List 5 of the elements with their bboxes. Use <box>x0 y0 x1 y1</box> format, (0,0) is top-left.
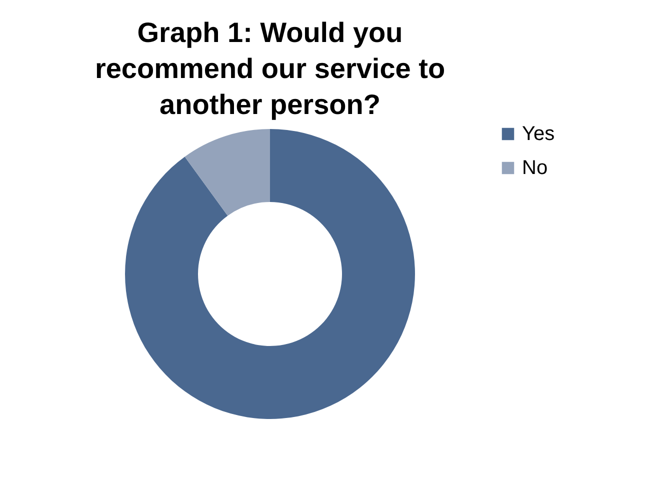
donut-slice <box>125 129 415 419</box>
donut-slice <box>184 129 270 216</box>
legend-label: Yes <box>522 123 555 145</box>
chart-title: Graph 1: Would you recommend our service to another person? <box>94 17 446 120</box>
legend-label: No <box>522 157 548 179</box>
